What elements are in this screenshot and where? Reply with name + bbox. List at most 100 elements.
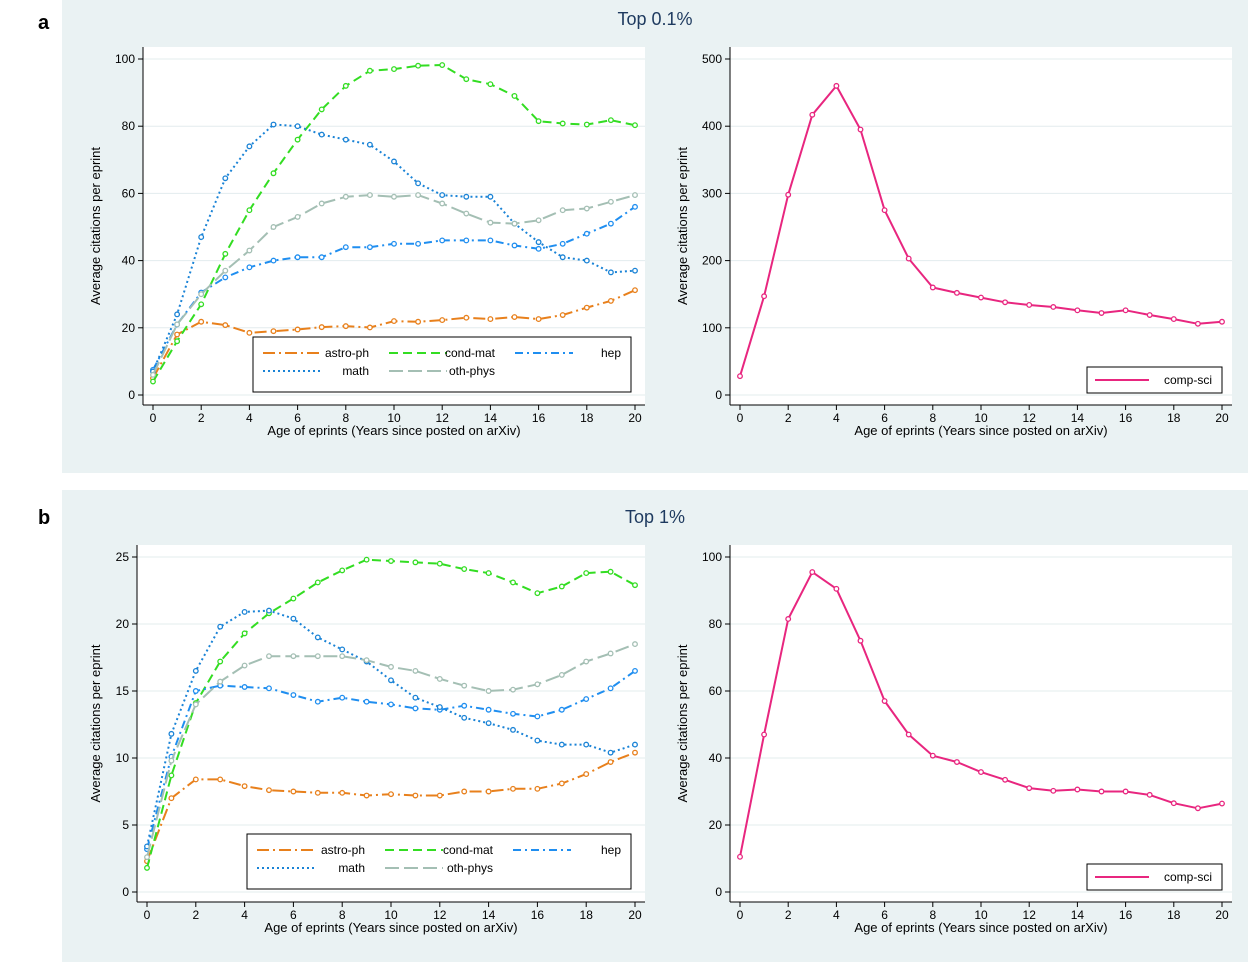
panel-a-chart-1-series-astro-ph-point — [391, 318, 397, 325]
panel-a-chart-1-series-astro-ph-point — [198, 318, 205, 325]
panel-a-chart-1-series-math-point — [415, 180, 422, 187]
panel-b-chart-1-series-math-point — [607, 749, 614, 756]
panel-a-chart-2-series-comp-sci-point — [1146, 312, 1153, 318]
panel-b-chart-2-x-tick-label: 20 — [1215, 908, 1229, 922]
panel-b-chart-1-series-astro-ph-point — [388, 791, 394, 798]
panel-a-chart-1-series-oth-phys-point — [246, 247, 253, 254]
panel-b-chart-1-series-oth-phys-point — [583, 658, 590, 665]
panel-b-chart-2-series-comp-sci-point — [857, 637, 864, 644]
panel-a-chart-1-series-math-point — [463, 193, 470, 200]
panel-b-chart-1-series-hep-point — [363, 698, 370, 705]
panel-a-chart-2-x-tick-label: 2 — [785, 411, 792, 425]
panel-b-chart-1-y-tick-label: 0 — [122, 885, 129, 899]
panel-b-chart-1-series-hep-point — [412, 705, 419, 712]
panel-a-chart-1-series-oth-phys-point — [415, 192, 422, 199]
panel-a-chart-2-y-tick-label: 100 — [702, 321, 722, 335]
panel-a-chart-1-series-astro-ph-point — [174, 331, 181, 338]
panel-a-chart-1-series-cond-mat-point — [150, 378, 156, 385]
panel-a-chart-1-series-cond-mat-point — [198, 301, 205, 308]
panel-a-chart-1-series-oth-phys-point — [366, 192, 373, 199]
panel-b-chart-1-series-hep-point — [558, 706, 565, 713]
panel-a-chart-1-legend-label-oth-phys: oth-phys — [449, 364, 495, 378]
panel-b-chart-1-series-cond-mat-point — [217, 658, 224, 665]
panel-a-chart-1-series-cond-mat-point — [415, 62, 422, 69]
panel-a-chart-1-series-oth-phys-point — [222, 267, 229, 274]
panel-a-chart-1-series-cond-mat-point — [463, 76, 470, 83]
panel-a-chart-2-series-comp-sci-point — [809, 111, 816, 118]
panel-a-chart-1-series-oth-phys-point — [391, 193, 397, 200]
panel-a-chart-2-x-tick-label: 18 — [1167, 411, 1181, 425]
panel-a-chart-2-series-comp-sci-point — [737, 373, 743, 380]
panel-b-chart-1-x-tick-label: 16 — [531, 908, 545, 922]
panel-b-chart-1-series-math-point — [534, 737, 541, 744]
panel-a-title: Top 0.1% — [617, 9, 692, 29]
panel-a-chart-1-series-cond-mat-point — [632, 122, 638, 129]
panel-a-chart-2-series-comp-sci-point — [978, 294, 984, 301]
panel-b-chart-1-series-math-point — [192, 667, 199, 674]
panel-a-chart-1-series-oth-phys-point — [535, 217, 542, 224]
panel-a-chart-1-series-cond-mat-point — [342, 82, 349, 89]
panel-a-chart-1-series-astro-ph-point — [246, 329, 253, 336]
panel-a-chart-1-series-astro-ph-point — [535, 316, 542, 323]
panel-b-chart-1-series-astro-ph-point — [632, 749, 638, 756]
panel-b-chart-1-series-math-point — [241, 608, 248, 615]
panel-a-chart-2-x-tick-label: 16 — [1119, 411, 1133, 425]
panel-b-chart-1-series-astro-ph-point — [412, 792, 419, 799]
panel-b-chart-1-series-oth-phys-point — [192, 701, 199, 708]
panel-a-chart-2-series-comp-sci-point — [833, 82, 840, 89]
panel-a-chart-1-series-oth-phys-point — [632, 192, 638, 199]
panel-a-chart-1-series-oth-phys-point — [607, 198, 614, 205]
panel-a-chart-1-series-cond-mat-point — [559, 120, 566, 127]
panel-a-chart-1-series-hep-point — [583, 230, 590, 237]
panel-b-chart-1-series-cond-mat-point — [412, 559, 419, 566]
panel-b-chart-1-legend-label-cond-mat: cond-mat — [443, 843, 494, 857]
panel-a-chart-1-series-oth-phys-line — [152, 194, 636, 376]
panel-b-chart-1-series-astro-ph-point — [534, 785, 541, 792]
panel-a-chart-1-y-tick-label: 40 — [122, 254, 136, 268]
panel-b-chart-1-series-cond-mat-point — [290, 595, 297, 602]
panel-a-chart-2-legend-label-comp-sci: comp-sci — [1164, 373, 1212, 387]
panel-a-chart-1-legend-label-hep: hep — [601, 346, 621, 360]
panel-a-chart-1-series-astro-ph-point — [294, 326, 301, 333]
panel-a-chart-1-series-math-point — [270, 121, 277, 128]
panel-b-chart-2-x-tick-label: 2 — [785, 908, 792, 922]
panel-b-chart-1-x-tick-label: 8 — [339, 908, 346, 922]
panel-a-chart-1-series-cond-mat-point — [535, 118, 542, 125]
panel-a-chart-1-series-astro-ph-point — [439, 317, 446, 324]
panel-b-chart-1-series-astro-ph-point — [314, 789, 321, 796]
panel-a-chart-1-series-math-point — [222, 175, 229, 182]
panel-b-chart-1-series-hep-point — [339, 694, 346, 701]
panel-b-chart-1-series-hep-point — [192, 688, 199, 694]
panel-b-chart-1-legend-label-astro-ph: astro-ph — [321, 843, 365, 857]
panel-b-chart-1-series-hep-point — [241, 684, 248, 690]
panel-b-chart-2-series-comp-sci-point — [1146, 791, 1153, 798]
panel-b-chart-1-series-math-point — [583, 741, 590, 748]
panel-b-chart-1-series-math-point — [485, 720, 492, 727]
panel-a-chart-1-series-math-point — [535, 239, 542, 246]
panel-b-chart-1-series-math-point — [558, 741, 565, 748]
panel-a-chart-2-series-comp-sci-point — [953, 289, 960, 296]
panel-b-chart-1-x-tick-label: 12 — [433, 908, 447, 922]
panel-b-chart-1-series-oth-phys-point — [510, 686, 516, 693]
panel-b-chart-2-x-axis-label: Age of eprints (Years since posted on ar… — [854, 920, 1107, 935]
panel-b-chart-2-x-tick-label: 18 — [1167, 908, 1181, 922]
panel-b-chart-1-series-math-point — [217, 623, 224, 630]
panel-b-chart-1-series-astro-ph-point — [168, 795, 175, 802]
panel-b-chart-1-series-oth-phys-point — [388, 663, 394, 670]
panel-b-chart-1-series-cond-mat-point — [339, 567, 346, 574]
panel-b-chart-2-series-comp-sci-point — [1050, 787, 1057, 794]
panel-b-chart-2-series-comp-sci-point — [905, 731, 912, 738]
panel-b-chart-1-series-astro-ph-point — [583, 771, 590, 778]
panel-b-chart-1-x-tick-label: 4 — [241, 908, 248, 922]
panel-b-chart-1-series-cond-mat-point — [632, 582, 638, 589]
panel-b-chart-1-series-math-point — [339, 646, 346, 653]
panel-a-chart-1-series-math-point — [366, 141, 373, 148]
panel-a-chart-1-series-oth-phys-point — [511, 220, 518, 227]
panel-b-chart-2-y-tick-label: 0 — [715, 885, 722, 899]
panel-b-chart-1-series-astro-ph-point — [217, 776, 224, 783]
panel-b-chart-2-series-comp-sci-point — [809, 569, 816, 576]
panel-a-chart-1-series-oth-phys-point — [318, 200, 325, 207]
panel-b-chart-1-series-oth-phys-point — [412, 667, 419, 674]
panel-b-chart-1-series-astro-ph-point — [510, 785, 516, 792]
panel-a-chart-1-series-math-point — [174, 311, 181, 318]
